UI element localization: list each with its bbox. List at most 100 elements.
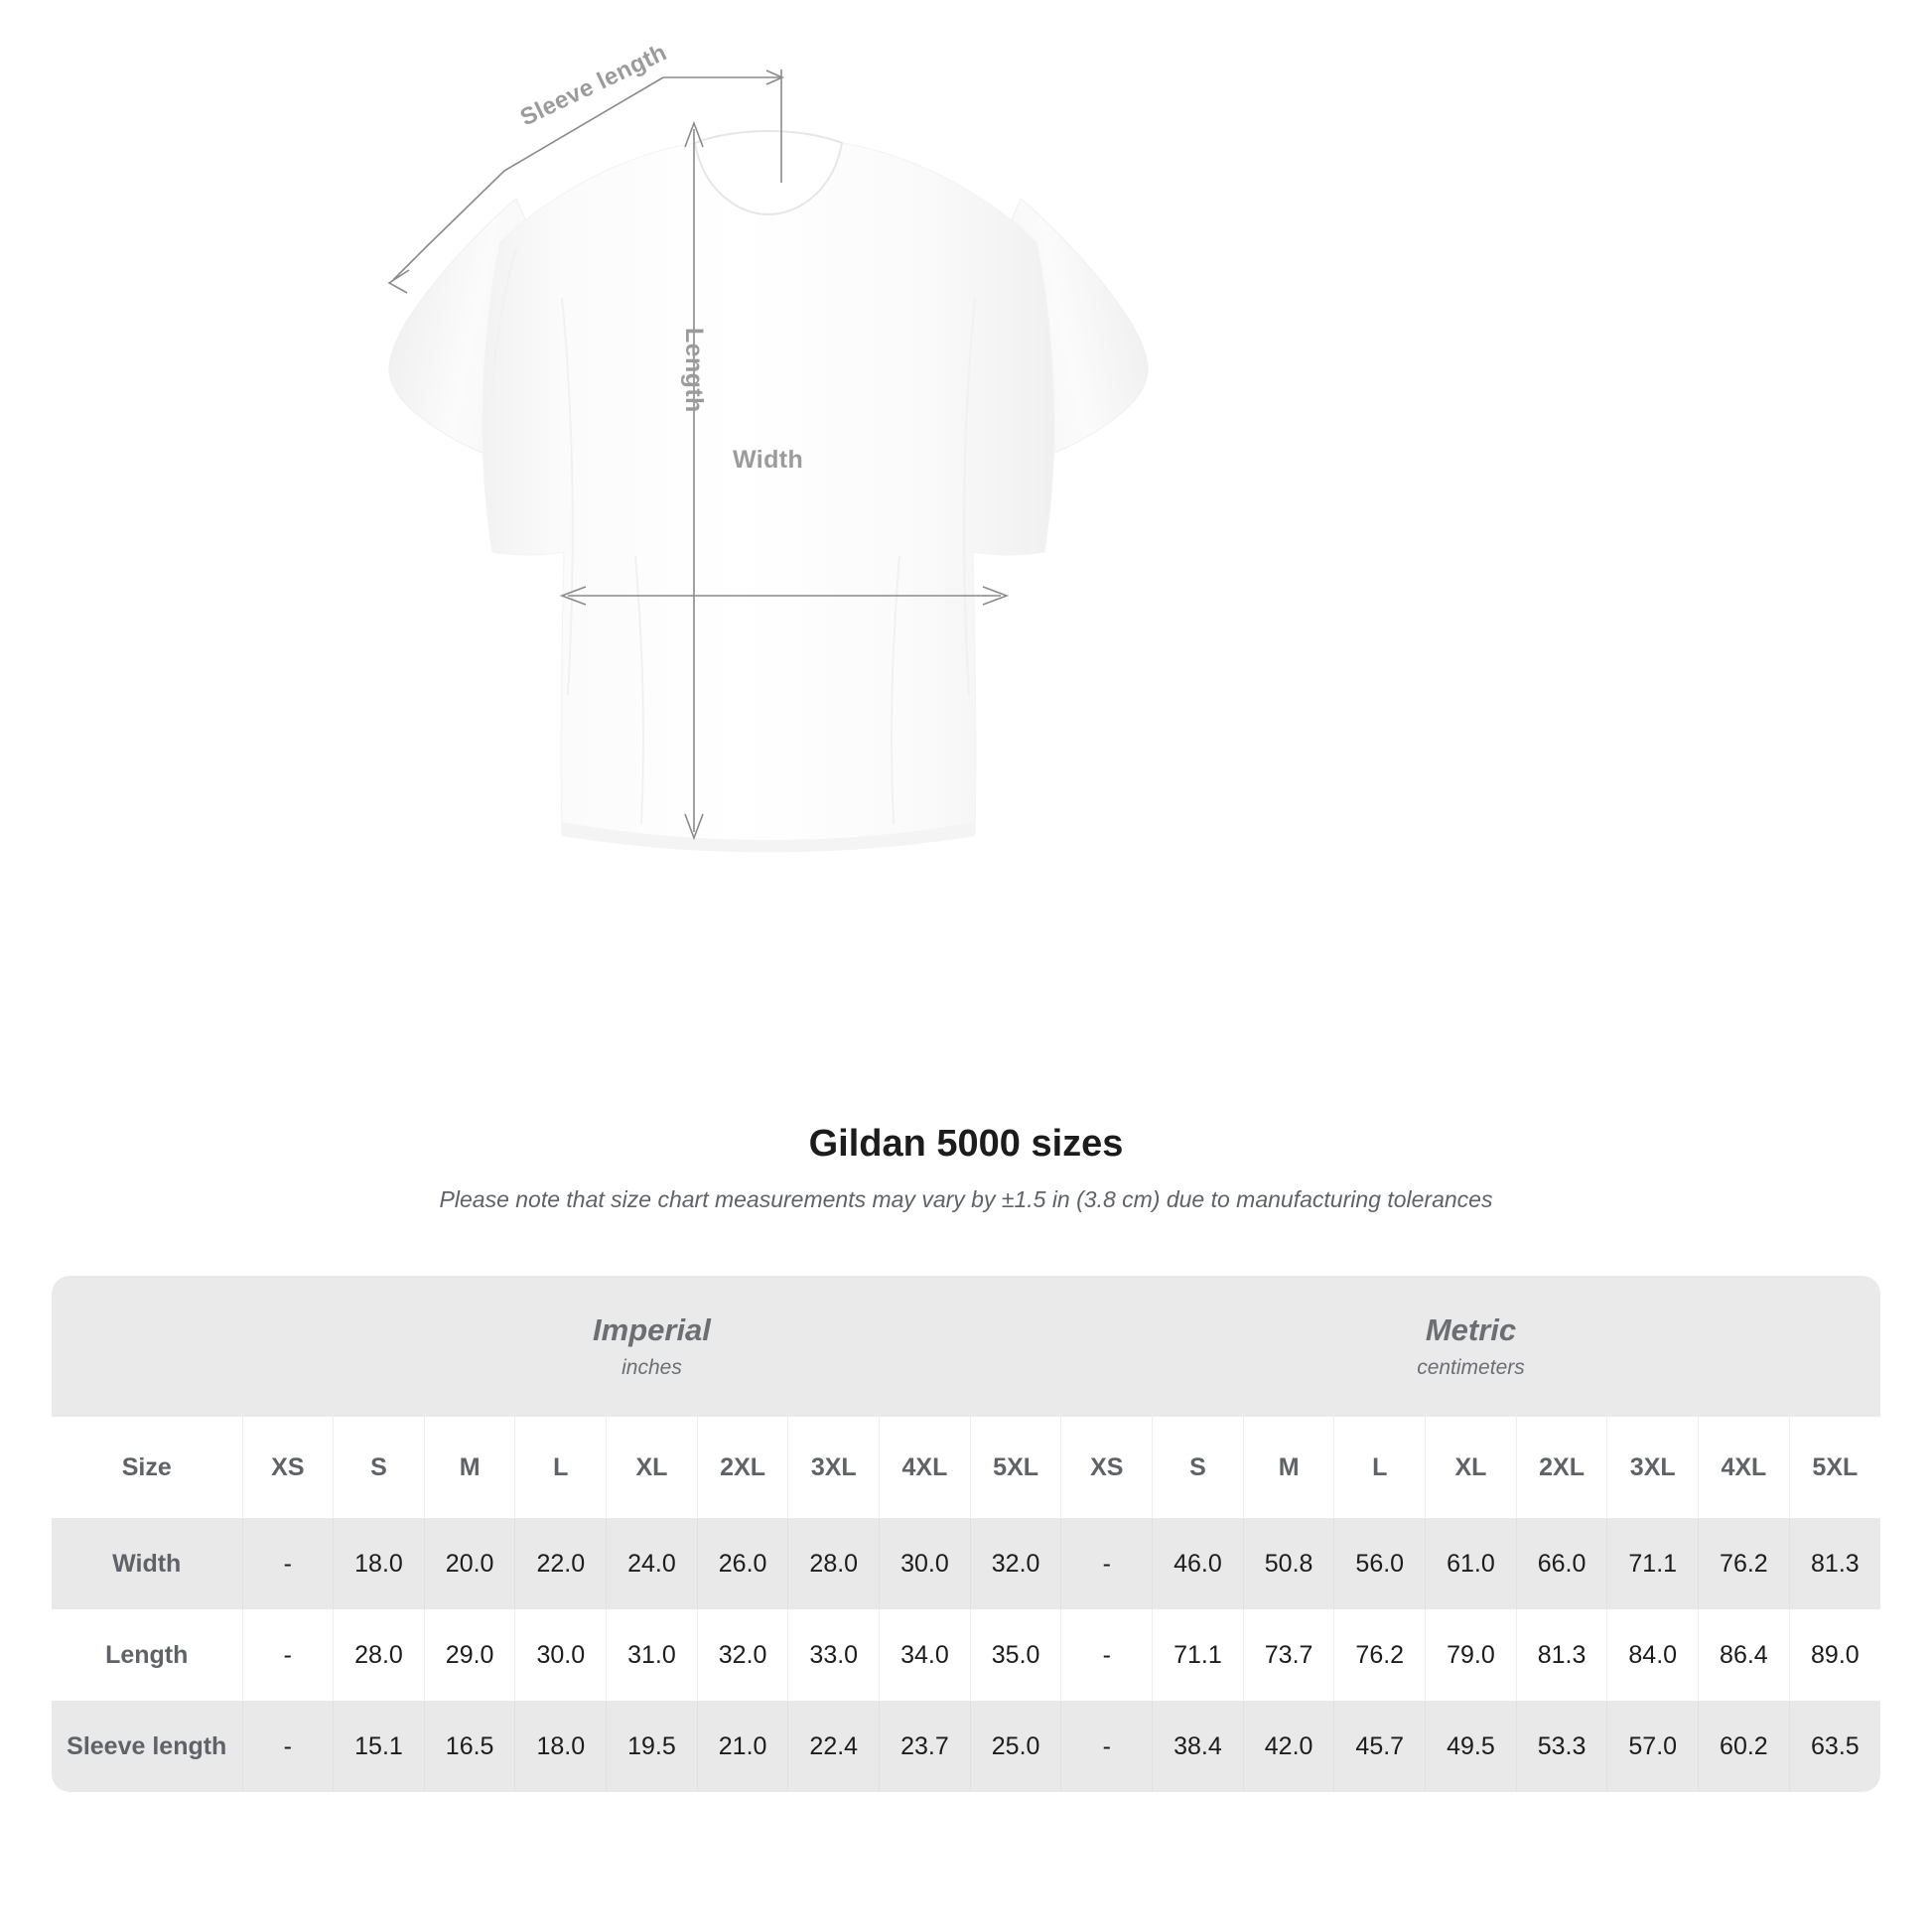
cell-width-metric-m: 50.8: [1242, 1518, 1334, 1609]
size-header-cell-metric-4xl: 4XL: [1698, 1417, 1790, 1518]
fabric-folds: [491, 247, 976, 825]
size-header-cell-imperial-l: L: [514, 1417, 607, 1518]
cell-sleeve-length-imperial-3xl: 22.4: [787, 1701, 880, 1792]
cell-width-imperial-xl: 24.0: [606, 1518, 698, 1609]
length-arrowhead-bottom: [684, 813, 704, 841]
page-title: Gildan 5000 sizes: [808, 1123, 1124, 1165]
cell-sleeve-length-imperial-2xl: 21.0: [696, 1701, 788, 1792]
size-diagram-section: Sleeve length Length Width: [387, 39, 1149, 853]
cell-length-metric-s: 71.1: [1152, 1609, 1244, 1701]
size-header-cell-metric-m: M: [1242, 1417, 1334, 1518]
size-header-cell-metric-3xl: 3XL: [1606, 1417, 1699, 1518]
row-label-length: Length: [52, 1609, 242, 1701]
cell-length-metric-xs: -: [1060, 1609, 1153, 1701]
cell-width-metric-5xl: 81.3: [1788, 1518, 1880, 1609]
cell-sleeve-length-metric-xs: -: [1060, 1701, 1153, 1792]
sleeve-length-arrow-line: [392, 76, 664, 281]
tshirt-illustration: [387, 69, 1149, 853]
cell-length-imperial-xs: -: [241, 1609, 334, 1701]
size-header-label: Size: [52, 1417, 242, 1518]
cell-length-metric-2xl: 81.3: [1515, 1609, 1607, 1701]
cell-sleeve-length-imperial-l: 18.0: [514, 1701, 607, 1792]
length-dimension-label: Length: [680, 328, 708, 413]
row-label-width: Width: [52, 1518, 242, 1609]
size-header-cell-metric-s: S: [1152, 1417, 1244, 1518]
size-header-cell-imperial-m: M: [423, 1417, 515, 1518]
cell-sleeve-length-metric-m: 42.0: [1242, 1701, 1334, 1792]
cell-width-imperial-3xl: 28.0: [787, 1518, 880, 1609]
table-row: Sleeve length -15.1 16.5 18.0 19.5 21.0 22.4 23…: [52, 1701, 1880, 1792]
cell-sleeve-length-metric-3xl: 57.0: [1606, 1701, 1699, 1792]
cell-sleeve-length-imperial-xl: 19.5: [606, 1701, 698, 1792]
table-row: Length -28.0 29.0 30.0 31.0 32.0 33.0 34.0 35.0-…: [52, 1609, 1880, 1701]
unit-subtitle: centimeters: [1417, 1355, 1525, 1379]
cell-sleeve-length-metric-xl: 49.5: [1425, 1701, 1517, 1792]
cell-width-imperial-5xl: 32.0: [969, 1518, 1061, 1609]
cell-length-imperial-l: 30.0: [514, 1609, 607, 1701]
cell-sleeve-length-imperial-xs: -: [241, 1701, 334, 1792]
sleeve-arrowhead-end: [765, 69, 784, 85]
cell-length-metric-l: 76.2: [1333, 1609, 1426, 1701]
cell-sleeve-length-metric-s: 38.4: [1152, 1701, 1244, 1792]
size-header-cell-metric-2xl: 2XL: [1515, 1417, 1607, 1518]
measurement-guides: [387, 69, 1010, 841]
size-header-cell-metric-l: L: [1333, 1417, 1426, 1518]
cell-width-metric-2xl: 66.0: [1515, 1518, 1607, 1609]
cell-length-metric-m: 73.7: [1242, 1609, 1334, 1701]
cell-sleeve-length-metric-4xl: 60.2: [1698, 1701, 1790, 1792]
cell-length-metric-xl: 79.0: [1425, 1609, 1517, 1701]
size-header-row: Size XS S M L XL 2XL 3XL 4XL 5XL XS S M L XL 2XL 3XL 4XL 5…: [52, 1417, 1880, 1518]
unit-banner-metric: Metric centimeters: [1060, 1276, 1880, 1417]
length-arrowhead-top: [684, 120, 704, 148]
cell-length-metric-5xl: 89.0: [1788, 1609, 1880, 1701]
cell-width-metric-3xl: 71.1: [1606, 1518, 1699, 1609]
cell-width-imperial-m: 20.0: [423, 1518, 515, 1609]
tshirt-shape: [388, 129, 1149, 853]
cell-sleeve-length-imperial-4xl: 23.7: [879, 1701, 971, 1792]
width-arrowhead-left: [559, 586, 587, 606]
cell-width-metric-xl: 61.0: [1425, 1518, 1517, 1609]
size-header-cell-imperial-2xl: 2XL: [696, 1417, 788, 1518]
hem: [562, 822, 975, 853]
table-row: Width -18.0 20.0 22.0 24.0 26.0 28.0 30.0 32.0-4…: [52, 1518, 1880, 1609]
cell-sleeve-length-imperial-m: 16.5: [423, 1701, 515, 1792]
cell-length-imperial-xl: 31.0: [606, 1609, 698, 1701]
size-header-cell-imperial-s: S: [333, 1417, 425, 1518]
width-arrowhead-right: [982, 586, 1010, 606]
cell-sleeve-length-imperial-s: 15.1: [333, 1701, 425, 1792]
cell-length-imperial-5xl: 35.0: [969, 1609, 1061, 1701]
size-header-cell-metric-xs: XS: [1060, 1417, 1153, 1518]
unit-banner-imperial: Imperial inches: [242, 1276, 1061, 1417]
cell-length-metric-4xl: 86.4: [1698, 1609, 1790, 1701]
width-dimension-label: Width: [733, 446, 804, 474]
cell-width-imperial-2xl: 26.0: [696, 1518, 788, 1609]
size-header-cell-metric-5xl: 5XL: [1788, 1417, 1880, 1518]
cell-length-imperial-4xl: 34.0: [879, 1609, 971, 1701]
size-header-cell-imperial-4xl: 4XL: [879, 1417, 971, 1518]
cell-length-imperial-2xl: 32.0: [696, 1609, 788, 1701]
cell-width-metric-l: 56.0: [1333, 1518, 1426, 1609]
size-header-cell-imperial-3xl: 3XL: [787, 1417, 880, 1518]
chart-title-block: Gildan 5000 sizes Please note that size …: [0, 1122, 1932, 1214]
cell-length-imperial-m: 29.0: [423, 1609, 515, 1701]
cell-length-metric-3xl: 84.0: [1606, 1609, 1699, 1701]
sleeve-arrowhead-start: [387, 269, 410, 294]
cell-length-imperial-s: 28.0: [333, 1609, 425, 1701]
size-header-cell-imperial-xs: XS: [241, 1417, 334, 1518]
row-label-sleeve-length: Sleeve length: [52, 1701, 242, 1792]
size-header-cell-imperial-xl: XL: [606, 1417, 698, 1518]
unit-banner-spacer: [52, 1276, 242, 1417]
unit-name: Imperial: [593, 1312, 711, 1348]
cell-width-metric-xs: -: [1060, 1518, 1153, 1609]
cell-sleeve-length-metric-5xl: 63.5: [1788, 1701, 1880, 1792]
unit-name: Metric: [1425, 1312, 1517, 1348]
cell-width-imperial-4xl: 30.0: [879, 1518, 971, 1609]
cell-sleeve-length-metric-l: 45.7: [1333, 1701, 1426, 1792]
unit-subtitle: inches: [621, 1355, 682, 1379]
tshirt-body: [482, 142, 1055, 851]
cell-width-imperial-l: 22.0: [514, 1518, 607, 1609]
cell-sleeve-length-imperial-5xl: 25.0: [969, 1701, 1061, 1792]
cell-sleeve-length-metric-2xl: 53.3: [1515, 1701, 1607, 1792]
cell-length-imperial-3xl: 33.0: [787, 1609, 880, 1701]
cell-width-imperial-xs: -: [241, 1518, 334, 1609]
